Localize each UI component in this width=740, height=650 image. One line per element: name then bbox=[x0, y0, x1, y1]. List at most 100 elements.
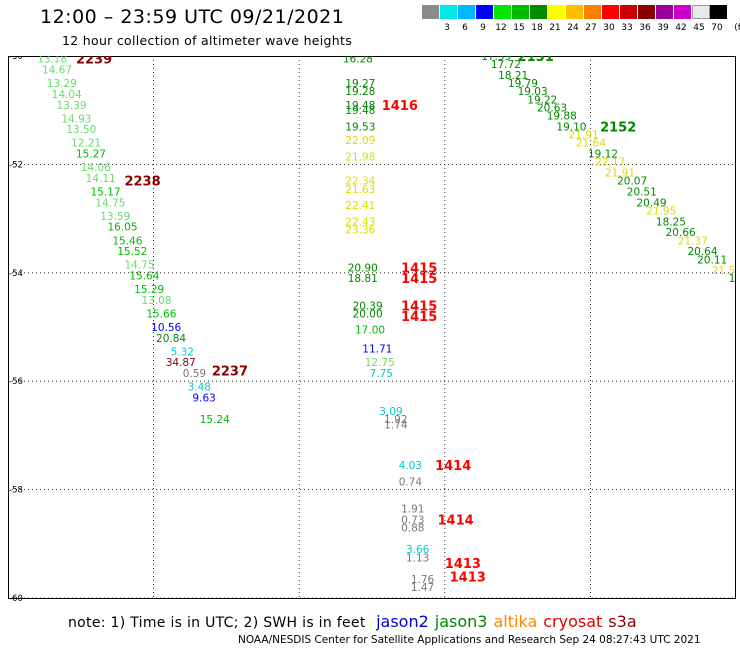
map-frame bbox=[8, 56, 736, 599]
swh-value: 1.47 bbox=[411, 582, 434, 594]
swh-value: 20.51 bbox=[627, 187, 657, 199]
swh-value: 13.29 bbox=[47, 78, 77, 90]
legend-label: 36 bbox=[639, 23, 651, 33]
swh-value: 21.91 bbox=[605, 168, 635, 180]
swh-value: 22.41 bbox=[345, 200, 375, 212]
swh-value: 12.75 bbox=[365, 357, 395, 369]
swh-value: 34.87 bbox=[166, 357, 196, 369]
legend-swatch bbox=[422, 5, 440, 19]
legend-label: 9 bbox=[480, 23, 486, 33]
swh-value: 3.66 bbox=[406, 544, 430, 556]
pass-time-label: 1413 bbox=[445, 557, 481, 572]
legend-swatch bbox=[584, 5, 602, 19]
swh-value: 21.37 bbox=[678, 235, 708, 247]
pass-time-label: 1415 bbox=[401, 299, 437, 314]
swh-value: 20.07 bbox=[617, 176, 647, 188]
swh-value: 20.63 bbox=[537, 102, 567, 114]
legend-label: 45 bbox=[693, 23, 705, 33]
swh-value: 1.13 bbox=[406, 552, 429, 564]
swh-value: 21.91 bbox=[569, 130, 599, 142]
pass-time-label: 1414 bbox=[435, 459, 471, 474]
swh-value: 13.18 bbox=[37, 56, 67, 66]
legend-swatch bbox=[494, 5, 512, 19]
swh-value: 9.63 bbox=[192, 392, 215, 404]
swh-value: 15.27 bbox=[76, 149, 106, 161]
legend-label: 70 bbox=[711, 23, 723, 33]
pass-time-label: 2237 bbox=[212, 364, 248, 379]
swh-value: 20.64 bbox=[687, 246, 717, 258]
swh-value: 15.52 bbox=[117, 246, 147, 258]
y-tick-label: -58 bbox=[9, 486, 23, 496]
legend-label: 6 bbox=[462, 23, 468, 33]
mission-label-jason2: jason2 bbox=[376, 612, 429, 631]
swh-value: 20.49 bbox=[637, 197, 667, 209]
chart-subtitle: 12 hour collection of altimeter wave hei… bbox=[62, 33, 353, 48]
swh-value: 15.66 bbox=[146, 308, 176, 320]
swh-value: 19.48 bbox=[345, 105, 375, 117]
legend-swatch bbox=[620, 5, 638, 19]
legend-swatch bbox=[476, 5, 494, 19]
swh-value: 19.03 bbox=[518, 86, 548, 98]
swh-value: 1.92 bbox=[384, 414, 407, 426]
swh-value: 18.25 bbox=[656, 216, 686, 228]
legend-swatch bbox=[440, 5, 458, 19]
legend-swatch bbox=[710, 5, 728, 19]
legend-label: 33 bbox=[621, 23, 633, 33]
swh-value: 22.17 bbox=[595, 157, 625, 169]
swh-value: 20.66 bbox=[666, 227, 696, 239]
swh-value: 16.28 bbox=[343, 56, 373, 66]
swh-value: 21.64 bbox=[576, 138, 606, 150]
swh-value: 20.84 bbox=[156, 333, 186, 345]
swh-value: 13.59 bbox=[100, 211, 130, 223]
legend-swatch bbox=[530, 5, 548, 19]
swh-value: 21.98 bbox=[345, 151, 375, 163]
swh-value: 17.00 bbox=[355, 325, 385, 337]
swh-value: 13.39 bbox=[57, 100, 87, 112]
swh-value: 10.56 bbox=[151, 322, 181, 334]
swh-value: 5.32 bbox=[171, 346, 194, 358]
mission-label-jason3: jason3 bbox=[434, 612, 488, 631]
pass-time-label: 2238 bbox=[124, 175, 160, 190]
swh-value: 15.29 bbox=[134, 284, 164, 296]
altimeter-map: 03691215-50-52-54-56-58-6013.1814.6713.2… bbox=[8, 56, 736, 601]
swh-value: 1.76 bbox=[411, 574, 435, 586]
mission-label-altika: altika bbox=[493, 612, 538, 631]
y-tick-label: -50 bbox=[9, 56, 23, 62]
mission-label-cryosat: cryosat bbox=[543, 612, 603, 631]
swh-value: 14.93 bbox=[61, 113, 91, 125]
swh-value: 19.12 bbox=[588, 149, 618, 161]
pass-time-label: 1415 bbox=[401, 272, 437, 287]
pass-time-label: 2152 bbox=[600, 120, 636, 135]
swh-value: 19.48 bbox=[345, 100, 375, 112]
pass-time-label: 1415 bbox=[401, 310, 437, 325]
swh-value: 19.27 bbox=[345, 78, 375, 90]
legend-swatch bbox=[656, 5, 674, 19]
swh-value: 21.52 bbox=[712, 265, 736, 277]
pass-time-label: 1416 bbox=[382, 99, 418, 114]
mission-label-s3a: s3a bbox=[608, 612, 637, 631]
pass-time-label: 1413 bbox=[450, 570, 486, 585]
swh-value: 0.88 bbox=[401, 523, 424, 535]
swh-value: 18.81 bbox=[348, 273, 378, 285]
legend-label: 39 bbox=[657, 23, 669, 33]
swh-value: 23.36 bbox=[345, 224, 375, 236]
swh-value: 1.74 bbox=[384, 420, 408, 432]
swh-value: 16.05 bbox=[107, 222, 137, 234]
pass-time-label: 2239 bbox=[76, 56, 112, 68]
pass-time-label: 1414 bbox=[438, 513, 474, 528]
swh-value: 19.79 bbox=[508, 78, 538, 90]
footer-note: note: 1) Time is in UTC; 2) SWH is in fe… bbox=[68, 612, 637, 631]
swh-value: 17.72 bbox=[491, 59, 521, 71]
swh-value: 7.75 bbox=[370, 368, 393, 380]
mission-legend: jason2 jason3 altika cryosat s3a bbox=[370, 612, 637, 631]
swh-value: 19.22 bbox=[527, 94, 557, 106]
swh-value: 13.08 bbox=[141, 295, 171, 307]
swh-value: 15.46 bbox=[112, 235, 142, 247]
swh-value: 14.75 bbox=[124, 260, 154, 272]
swh-value: 0.73 bbox=[401, 514, 424, 526]
swh-value: 13.50 bbox=[66, 124, 96, 136]
swh-value: 1.91 bbox=[401, 504, 424, 516]
legend-label: 12 bbox=[495, 23, 507, 33]
swh-value: 19.88 bbox=[547, 111, 577, 123]
legend-label: 3 bbox=[444, 23, 450, 33]
